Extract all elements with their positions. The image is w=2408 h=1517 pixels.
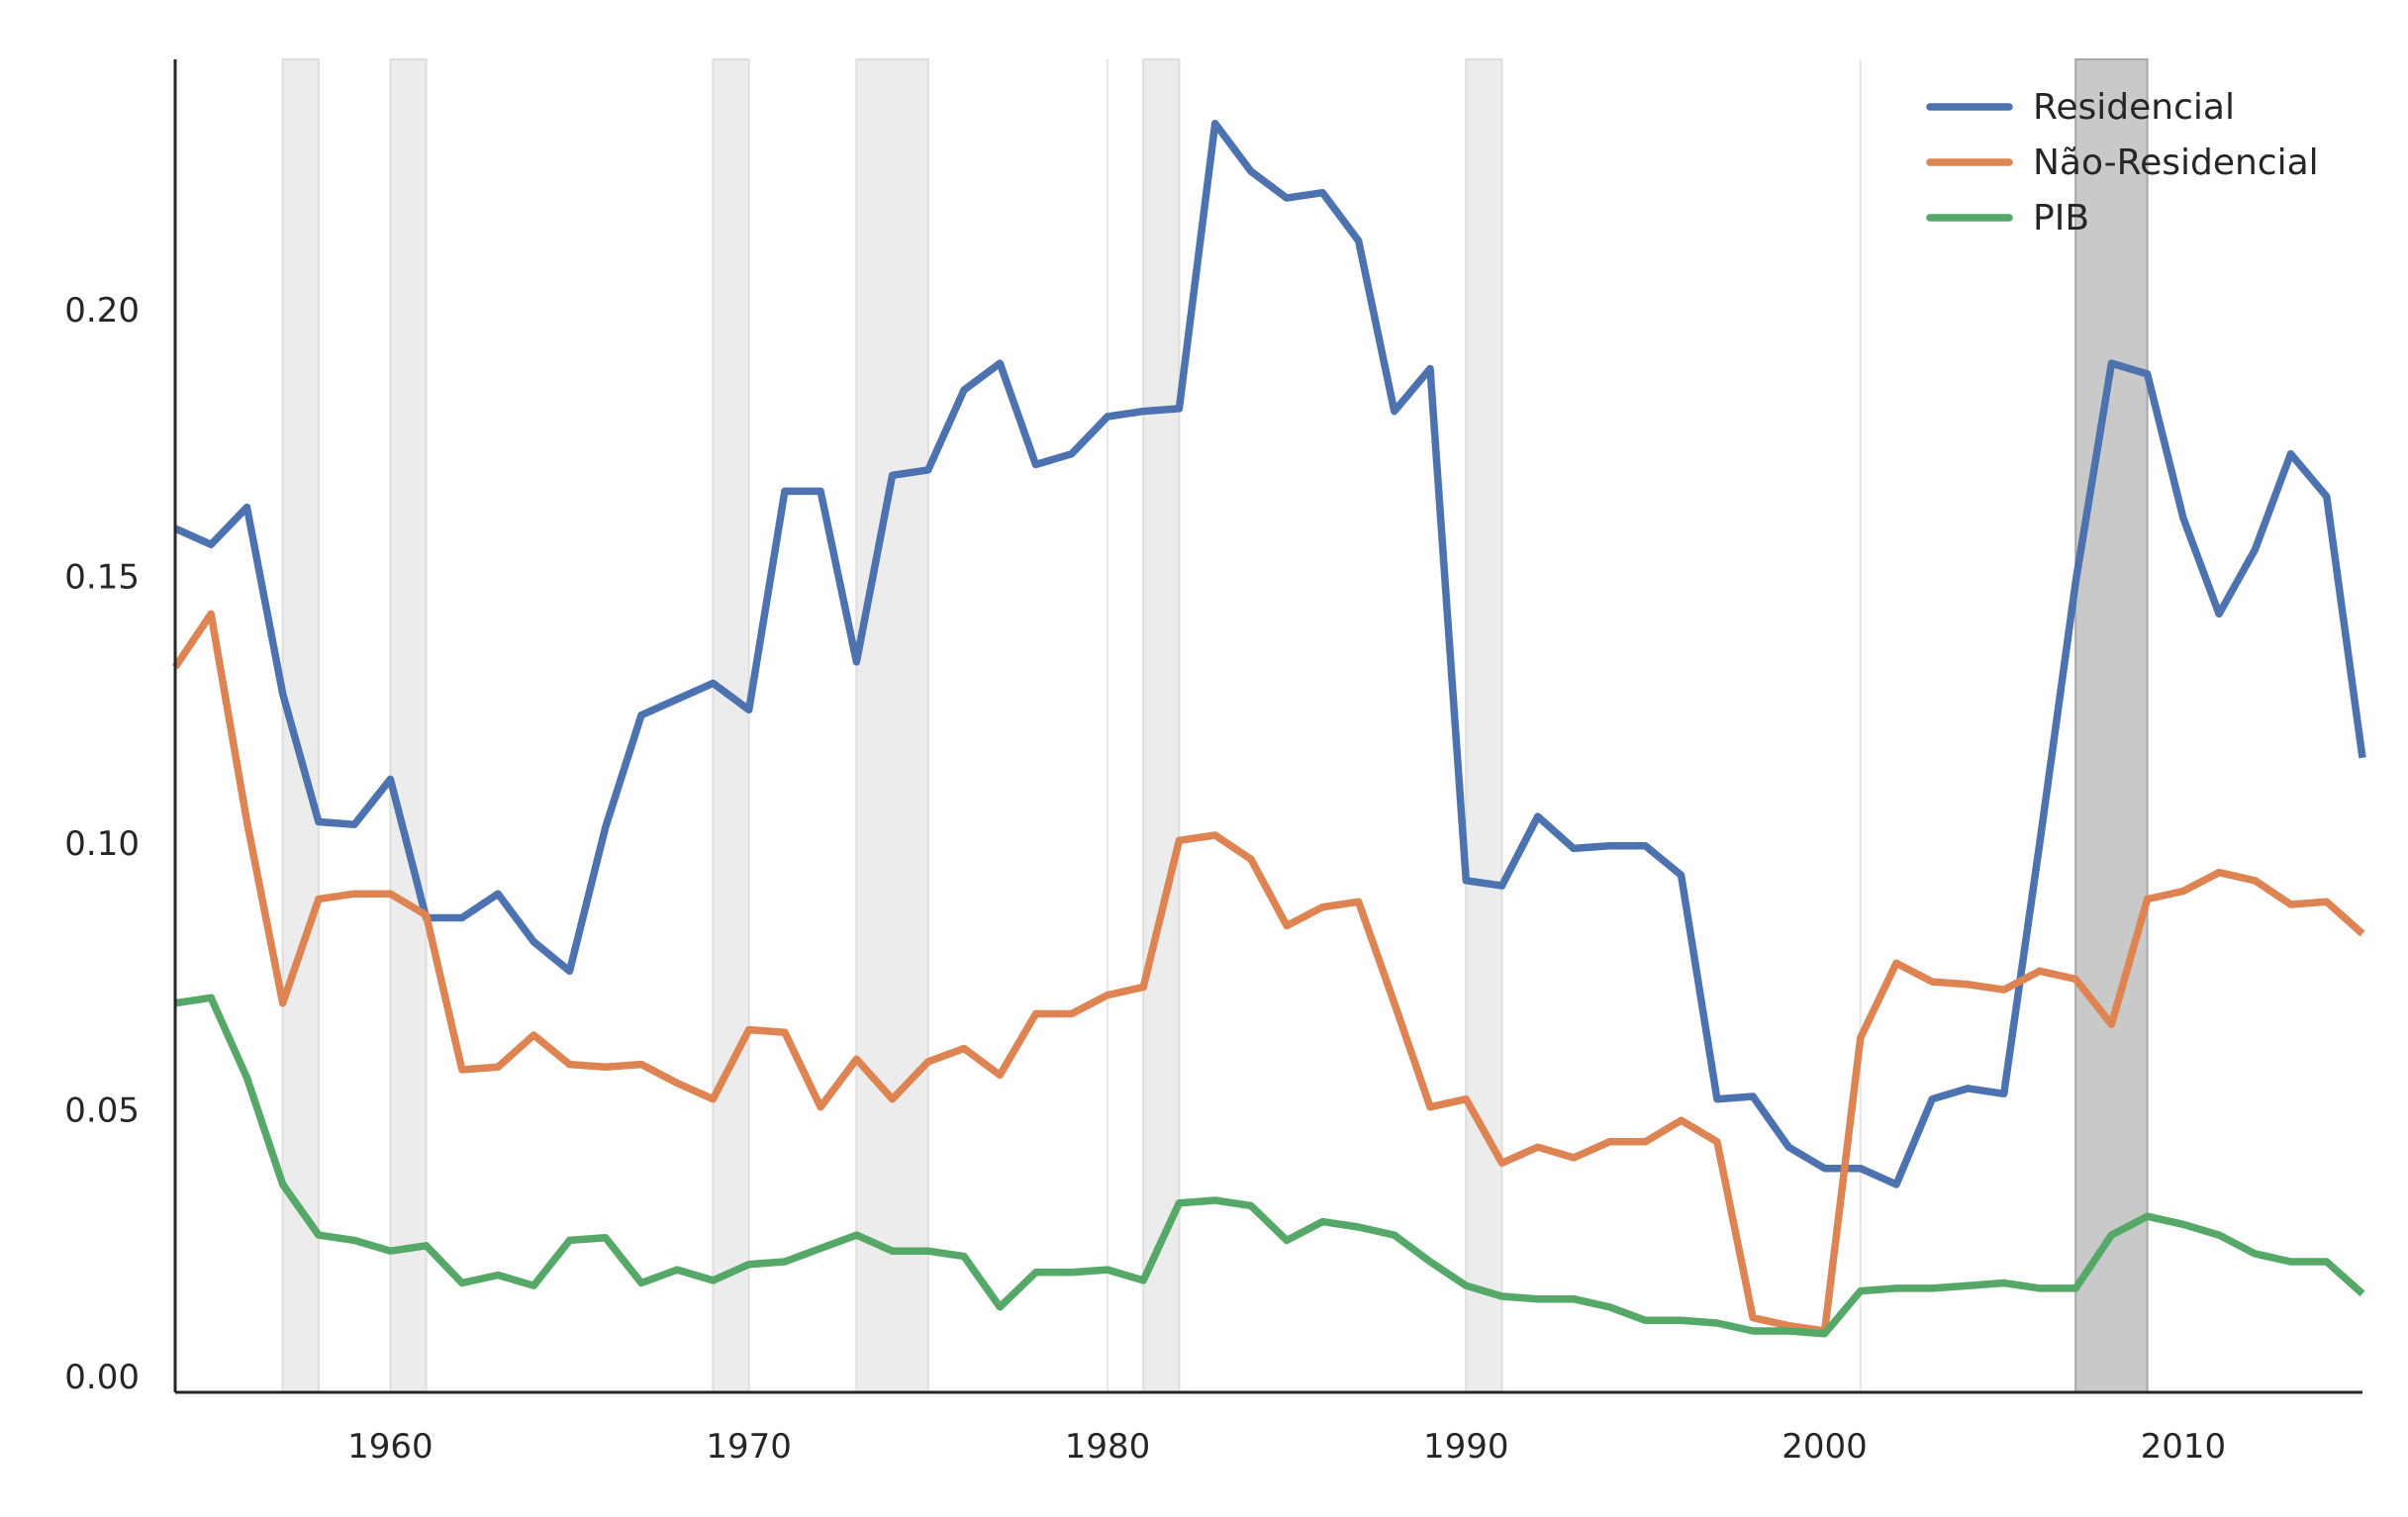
y-tick-label: 0.15 bbox=[64, 558, 140, 598]
x-tick-label: 2000 bbox=[1782, 1427, 1868, 1467]
recession-band-1981 bbox=[1142, 58, 1181, 1393]
recession-band-1990 bbox=[1465, 58, 1503, 1393]
x-tick-label: 1970 bbox=[706, 1427, 792, 1467]
recession-band-1960 bbox=[389, 58, 428, 1393]
recession-band-1969 bbox=[712, 58, 750, 1393]
legend-label: PIB bbox=[2033, 198, 2089, 238]
recession-band-1973 bbox=[855, 58, 929, 1393]
y-tick-label: 0.05 bbox=[64, 1090, 140, 1130]
y-tick-label: 0.20 bbox=[64, 291, 140, 331]
y-tick-label: 0.00 bbox=[64, 1358, 140, 1397]
x-tick-label: 1960 bbox=[347, 1427, 433, 1467]
axes bbox=[173, 59, 2362, 1394]
legend: Residencial Não-Residencial PIB bbox=[1926, 87, 2319, 238]
series-lines bbox=[171, 119, 2366, 1338]
recession-bands bbox=[281, 58, 2149, 1393]
y-tick-label: 0.10 bbox=[64, 824, 140, 864]
tick-labels: 1960 1970 1980 1990 2000 2010 0.00 0.05 0.10 0.15… bbox=[64, 291, 2226, 1467]
recession-band-2007 bbox=[2074, 58, 2149, 1393]
legend-label: Não-Residencial bbox=[2033, 142, 2319, 183]
x-tick-label: 1980 bbox=[1065, 1427, 1151, 1467]
x-tick-label: 2010 bbox=[2141, 1427, 2227, 1467]
legend-label: Residencial bbox=[2033, 87, 2235, 128]
series-line-residencial bbox=[173, 119, 2366, 1188]
x-tick-label: 1990 bbox=[1423, 1427, 1509, 1467]
series-line-n-o-residencial bbox=[171, 610, 2365, 1335]
series-line-pib bbox=[174, 994, 2365, 1338]
